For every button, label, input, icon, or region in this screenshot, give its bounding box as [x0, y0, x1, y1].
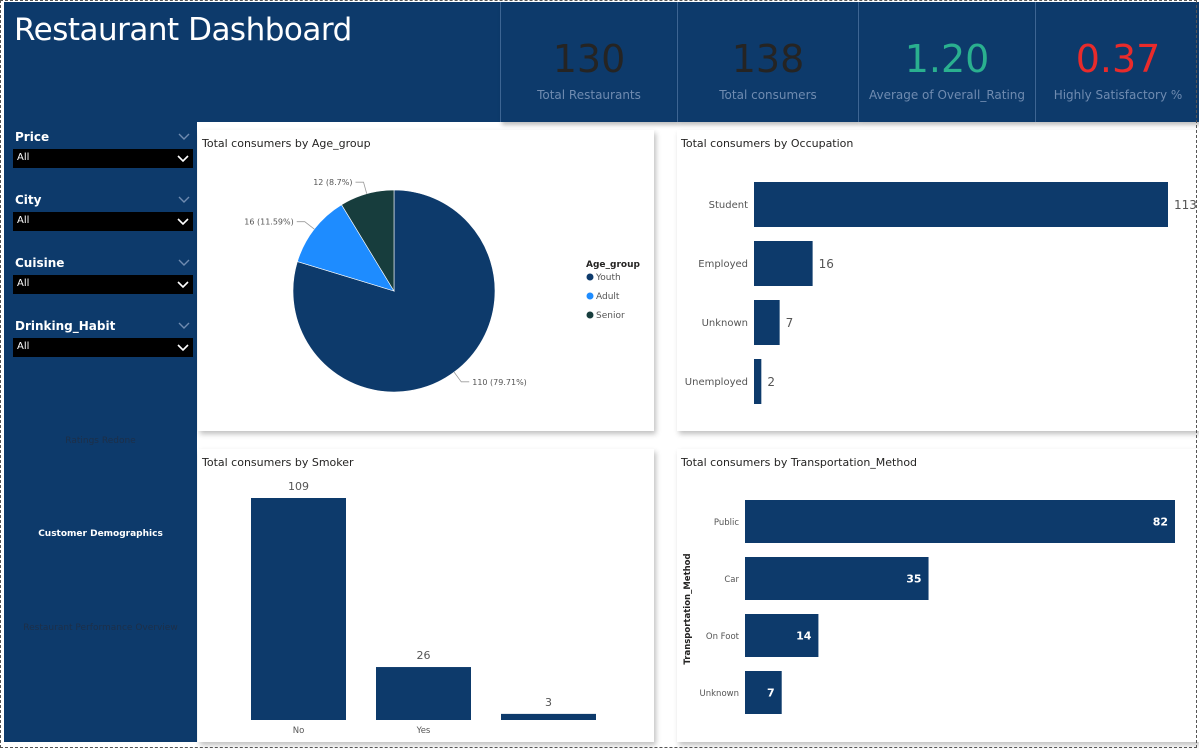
axis-title: Transportation_Method	[683, 553, 693, 664]
bar	[754, 241, 813, 286]
pie-slice-senior	[341, 189, 395, 293]
kpi-card-total-consumers: 138 Total consumers	[677, 2, 858, 122]
data-label: 26	[417, 649, 431, 662]
chevron-down-icon[interactable]	[177, 318, 191, 332]
slicer-value: All	[17, 152, 30, 163]
pie-data-label: 12 (8.7%)	[313, 178, 352, 187]
bar	[745, 557, 929, 600]
kpi-value: 0.37	[1075, 37, 1161, 81]
kpi-label: Total Restaurants	[537, 88, 641, 102]
category-label: No	[293, 726, 305, 736]
slicer-dropdown[interactable]: All	[13, 275, 193, 294]
category-label: Public	[714, 518, 739, 528]
slicer-dropdown[interactable]: All	[13, 338, 193, 357]
data-label: 14	[796, 630, 812, 643]
data-label: 82	[1153, 516, 1168, 529]
bar-chart: Student 113 Employed 16 Unknown 7 Unemployed 2	[685, 182, 1197, 404]
chart-title: Total consumers by Smoker	[202, 456, 354, 469]
bar	[754, 300, 780, 345]
nav-ratings-redone[interactable]: Ratings Redone	[65, 436, 136, 446]
data-label: 16	[819, 257, 834, 271]
pie-leader-line	[453, 371, 470, 383]
slicer-dropdown[interactable]: All	[13, 212, 193, 231]
slicer-title: Cuisine	[15, 256, 65, 270]
chart-card-occupation: Total consumers by Occupation Student 113…	[677, 130, 1199, 431]
bar-chart: Public 82 Car 35 On Foot 14 Unknown 7 Transporta…	[683, 500, 1175, 714]
data-label: 3	[545, 696, 552, 709]
kpi-label: Total consumers	[719, 88, 817, 102]
kpi-card-highly-satisfactory: 0.37 Highly Satisfactory %	[1035, 2, 1199, 122]
column-chart: 109 No 26 Yes 3	[251, 480, 596, 736]
bar	[754, 359, 762, 404]
slicer-value: All	[17, 215, 30, 226]
data-label: 113	[1174, 198, 1197, 212]
pie-chart: 110 (79.71%) 16 (11.59%) 12 (8.7%) Age_grou…	[244, 178, 640, 393]
pie-slice-adult	[297, 204, 395, 292]
category-label: Unknown	[700, 689, 739, 699]
bar	[745, 671, 782, 714]
category-label: Student	[709, 200, 748, 211]
legend-label: Senior	[596, 311, 625, 321]
category-label: Yes	[416, 726, 431, 736]
chart-card-age-group: Total consumers by Age_group 110 (79.71%…	[198, 130, 654, 431]
pie-data-label: 16 (11.59%)	[244, 218, 293, 227]
bar	[501, 713, 596, 720]
chevron-down-icon	[177, 281, 189, 289]
nav-customer-demographics[interactable]: Customer Demographics	[38, 529, 163, 539]
data-label: 2	[767, 375, 775, 389]
legend-title: Age_group	[586, 260, 640, 270]
legend-marker	[586, 292, 594, 300]
slicer-dropdown[interactable]: All	[13, 149, 193, 168]
kpi-label: Highly Satisfactory %	[1053, 88, 1183, 102]
category-label: Unemployed	[685, 377, 748, 388]
slicer-title: City	[15, 193, 42, 207]
kpi-card-average-rating: 1.20 Average of Overall_Rating	[858, 2, 1035, 122]
slicer-value: All	[17, 341, 30, 352]
filter-sidebar: Price All City All Cuisine All Drinking_…	[4, 122, 197, 742]
data-label: 109	[288, 480, 309, 493]
pie-data-label: 110 (79.71%)	[472, 378, 527, 387]
data-label: 35	[906, 573, 921, 586]
category-label: Unknown	[702, 318, 748, 329]
legend-marker	[586, 311, 594, 319]
chart-title: Total consumers by Transportation_Method	[681, 456, 918, 469]
chevron-down-icon[interactable]	[177, 129, 191, 143]
category-label: On Foot	[706, 632, 740, 642]
data-label: 7	[767, 687, 775, 700]
legend-marker	[586, 273, 594, 281]
category-label: Employed	[698, 259, 748, 270]
slicer-title: Drinking_Habit	[15, 319, 116, 333]
kpi-value: 1.20	[904, 37, 990, 81]
chevron-down-icon[interactable]	[177, 255, 191, 269]
chevron-down-icon	[177, 218, 189, 226]
bar	[754, 182, 1168, 227]
chart-card-smoker: Total consumers by Smoker 109 No 26 Yes 3	[198, 449, 654, 742]
kpi-value: 138	[731, 37, 805, 81]
data-label: 7	[786, 316, 794, 330]
slicer-value: All	[17, 278, 30, 289]
chart-title: Total consumers by Occupation	[681, 137, 854, 150]
chevron-down-icon[interactable]	[177, 192, 191, 206]
nav-restaurant-performance-overview[interactable]: Restaurant Performance Overview	[23, 623, 178, 633]
kpi-value: 130	[552, 37, 626, 81]
pie-leader-line	[355, 181, 368, 194]
pie-leader-line	[296, 221, 315, 230]
kpi-label: Average of Overall_Rating	[868, 88, 1026, 102]
page-title: Restaurant Dashboard	[14, 12, 352, 48]
legend-label: Adult	[596, 292, 620, 302]
slicer-title: Price	[15, 130, 50, 144]
legend-label: Youth	[595, 273, 621, 283]
chevron-down-icon	[177, 344, 189, 352]
kpi-card-total-restaurants: 130 Total Restaurants	[500, 2, 677, 122]
chevron-down-icon	[177, 155, 189, 163]
bar	[745, 500, 1175, 543]
chart-card-transportation: Total consumers by Transportation_Method…	[677, 449, 1199, 742]
bar	[251, 498, 346, 720]
category-label: Car	[724, 575, 739, 585]
bar	[376, 667, 471, 720]
bar	[745, 614, 819, 657]
chart-title: Total consumers by Age_group	[202, 137, 371, 150]
